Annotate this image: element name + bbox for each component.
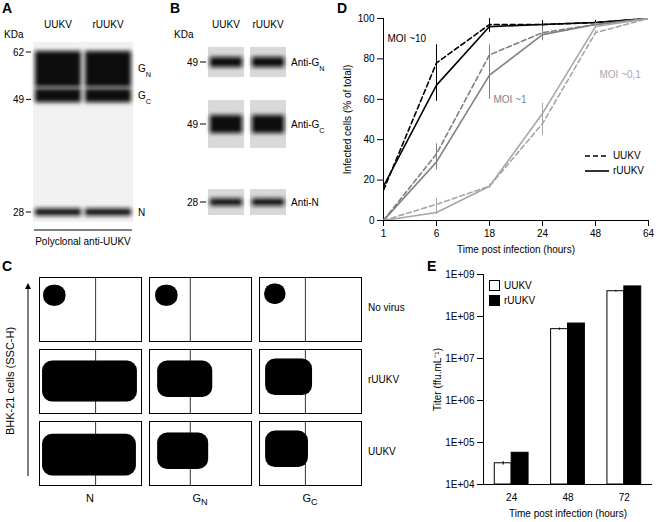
svg-text:60: 60 xyxy=(363,94,375,105)
html-text:UUKV: UUKV xyxy=(368,446,396,457)
svg-text:MOI ~1: MOI ~1 xyxy=(494,94,528,105)
svg-text:Titer (ffu.mL⁻¹): Titer (ffu.mL⁻¹) xyxy=(432,348,443,411)
svg-text:49: 49 xyxy=(13,94,25,105)
svg-text:GC: GC xyxy=(138,90,151,106)
svg-text:Time post infection (hours): Time post infection (hours) xyxy=(509,508,627,519)
svg-text:28: 28 xyxy=(13,207,25,218)
svg-text:MOI ~0,1: MOI ~0,1 xyxy=(600,69,642,80)
svg-text:KDa: KDa xyxy=(174,29,194,40)
svg-text:62: 62 xyxy=(13,47,25,58)
svg-text:UUKV: UUKV xyxy=(212,19,240,30)
svg-text:18: 18 xyxy=(484,228,496,239)
svg-text:48: 48 xyxy=(562,492,574,503)
svg-text:N: N xyxy=(138,207,145,218)
svg-text:6: 6 xyxy=(434,228,440,239)
svg-text:Anti-GN: Anti-GN xyxy=(291,57,325,73)
html-text:GN: GN xyxy=(192,492,208,508)
svg-text:1E+07: 1E+07 xyxy=(445,353,475,364)
svg-text:1: 1 xyxy=(381,228,387,239)
html-text:rUUKV: rUUKV xyxy=(504,295,536,306)
svg-text:MOI ~10: MOI ~10 xyxy=(388,33,427,44)
svg-text:0: 0 xyxy=(369,215,375,226)
svg-text:48: 48 xyxy=(590,228,602,239)
html-text:C: C xyxy=(2,258,13,274)
html-text:rUUKV: rUUKV xyxy=(612,165,644,176)
html-text:D: D xyxy=(337,0,348,16)
html-text:E: E xyxy=(427,258,437,274)
svg-text:64: 64 xyxy=(643,228,655,239)
svg-text:GN: GN xyxy=(138,63,151,79)
svg-text:20: 20 xyxy=(363,174,375,185)
svg-text:Anti-N: Anti-N xyxy=(291,197,319,208)
svg-text:1E+08: 1E+08 xyxy=(445,311,475,322)
svg-text:BHK-21 cells (SSC-H): BHK-21 cells (SSC-H) xyxy=(4,327,16,435)
svg-text:1E+05: 1E+05 xyxy=(445,437,475,448)
html-text:No virus: No virus xyxy=(368,302,405,313)
svg-text:72: 72 xyxy=(619,492,631,503)
html-text:B: B xyxy=(170,0,181,16)
svg-text:49: 49 xyxy=(187,119,199,130)
svg-text:1E+09: 1E+09 xyxy=(445,269,475,280)
svg-text:rUUKV: rUUKV xyxy=(92,19,123,30)
svg-text:KDa: KDa xyxy=(4,29,24,40)
html-text:UUKV: UUKV xyxy=(504,280,532,291)
svg-text:24: 24 xyxy=(537,228,549,239)
html-text:UUKV: UUKV xyxy=(612,150,641,161)
svg-text:49: 49 xyxy=(187,57,199,68)
svg-text:1E+04: 1E+04 xyxy=(445,479,475,490)
svg-text:100: 100 xyxy=(358,13,375,24)
html-text:rUUKV: rUUKV xyxy=(368,374,400,385)
svg-text:80: 80 xyxy=(363,53,375,64)
svg-text:40: 40 xyxy=(363,134,375,145)
html-text:N: N xyxy=(86,492,94,504)
svg-text:Time post infection (hours): Time post infection (hours) xyxy=(457,244,575,255)
svg-text:28: 28 xyxy=(187,197,199,208)
svg-text:1E+06: 1E+06 xyxy=(445,395,475,406)
html-text:A: A xyxy=(2,0,13,16)
svg-text:Polyclonal anti-UUKV: Polyclonal anti-UUKV xyxy=(35,236,131,247)
svg-text:rUUKV: rUUKV xyxy=(252,19,283,30)
svg-text:UUKV: UUKV xyxy=(44,19,72,30)
svg-text:Infected cells (% of total): Infected cells (% of total) xyxy=(342,65,353,175)
svg-text:24: 24 xyxy=(506,492,518,503)
html-text:GC: GC xyxy=(302,492,318,508)
svg-text:Anti-GC: Anti-GC xyxy=(291,119,325,135)
